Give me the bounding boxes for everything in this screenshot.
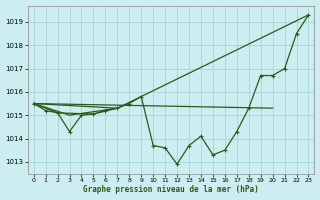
X-axis label: Graphe pression niveau de la mer (hPa): Graphe pression niveau de la mer (hPa) [83,185,259,194]
